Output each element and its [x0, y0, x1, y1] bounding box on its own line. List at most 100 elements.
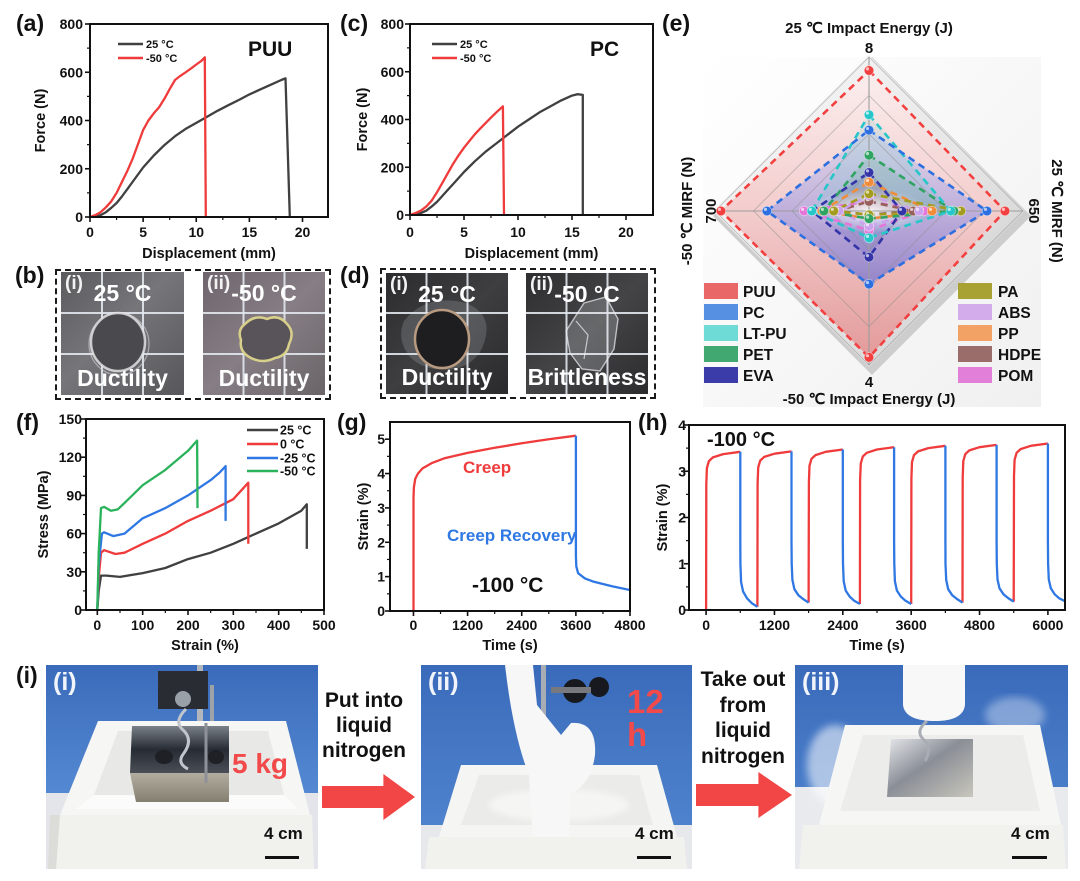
- radar-area-pom: [804, 201, 924, 231]
- y-axis-label: Force (N): [33, 89, 49, 153]
- legend-label-pom: POM: [998, 368, 1033, 385]
- radar-point-pp-left: [816, 205, 828, 217]
- radar-point-highlight: [865, 211, 870, 215]
- clamp-icon: [158, 671, 208, 709]
- radar-area-pc: [766, 130, 987, 285]
- radar-point-pet-right: [948, 205, 960, 217]
- radar-point-abs-top: [863, 190, 875, 201]
- radar-area-pp: [821, 182, 932, 219]
- support-rod: [541, 665, 546, 725]
- radar-point-highlight: [865, 178, 870, 183]
- panel-label-c: (c): [340, 10, 369, 36]
- radar-line-pom: [803, 200, 930, 232]
- photo-temperature: -50 °C: [554, 281, 620, 307]
- x-tick-label: 2400: [827, 617, 858, 633]
- x-tick-label: 10: [510, 224, 526, 240]
- radar-point-pom-left: [798, 205, 810, 217]
- radar-point-puu-top: [863, 65, 875, 76]
- legend-label-hdpe: HDPE: [998, 347, 1041, 364]
- radar-point-highlight: [820, 207, 825, 211]
- x-tick-label: 2400: [506, 617, 537, 633]
- radar-area-puu: [720, 70, 1005, 358]
- step-line: liquid: [336, 714, 392, 737]
- frozen-clamp-column: [903, 665, 965, 721]
- series-line-minus-50-c: [96, 439, 199, 610]
- x-tick-label: 5: [460, 224, 468, 240]
- legend-label-pc: PC: [743, 305, 765, 322]
- panel-d-frame: [380, 268, 656, 399]
- photo-sub-label: (iii): [802, 668, 840, 696]
- chart-f: 0 100 200 300 400 500 0 30 60 90 120 150 Strain (%) S…: [36, 411, 336, 654]
- radar-point-highlight: [865, 215, 870, 219]
- radar-point-puu-bottom: [863, 352, 875, 363]
- radar-point-highlight: [865, 215, 870, 219]
- annotation-minus-100-c: -100 °C: [707, 429, 775, 451]
- puu-25c-hole-illustration: [88, 311, 150, 376]
- y-tick-label: 600: [381, 64, 405, 80]
- radar-point-pc-top: [863, 124, 875, 136]
- pc-25c-hole-illustration: [401, 300, 487, 370]
- legend-label-minus-50-c: -50 °C: [146, 53, 177, 65]
- radar-point-highlight: [865, 67, 870, 71]
- radar-axis-title-right: 25 ℃ MIRF (N): [1048, 159, 1065, 263]
- radar-point-highlight: [865, 227, 870, 231]
- radar-point-hdpe-bottom: [863, 209, 875, 221]
- radar-point-highlight: [834, 207, 838, 211]
- radar-area-hdpe: [837, 201, 914, 215]
- y-tick-label: 400: [60, 113, 84, 129]
- series-line-25-c: [96, 503, 308, 610]
- radar-point-highlight: [830, 207, 834, 211]
- radar-point-highlight: [717, 207, 722, 211]
- panel-label-h: (h): [638, 409, 668, 435]
- series-line-minus-50-c: [90, 56, 207, 217]
- radar-point-pom-top: [863, 196, 875, 207]
- knob-icon: [155, 750, 173, 764]
- y-tick-label: 0: [396, 207, 404, 223]
- photo-sub-label: (i): [390, 274, 408, 295]
- radar-line-puu: [719, 68, 1007, 360]
- photo-caption: Ductility: [401, 364, 493, 390]
- x-tick-label: 0: [406, 224, 414, 240]
- series-line-25-c: [93, 77, 291, 217]
- radar-area-pa: [833, 193, 961, 215]
- radar-point-lt-pu-top: [863, 109, 875, 120]
- x-axis-label: Displacement (mm): [465, 246, 599, 262]
- photo-sub-label: (ii): [207, 273, 231, 294]
- step-line: liquid: [715, 719, 771, 743]
- radar-point-pet-bottom: [863, 213, 875, 224]
- shattered-shard-icon: [565, 296, 619, 372]
- radar-point-hdpe-left: [831, 205, 843, 217]
- chart-h: 0 1200 2400 3600 4800 6000 0 1 2 3 4 Time (s) Strain…: [655, 417, 1066, 654]
- radar-grid-ring: [791, 133, 947, 289]
- hole-rim-icon: [88, 312, 150, 376]
- right-arrow-icon: [322, 774, 415, 820]
- x-axis-label: Displacement (mm): [142, 246, 276, 262]
- y-tick-label: 0: [74, 602, 82, 618]
- photo-sub-label: (i): [65, 273, 83, 294]
- y-tick-label: 30: [66, 564, 82, 580]
- radar-point-pc-right: [981, 205, 993, 217]
- step-put-into-liquid-nitrogen: Put into liquid nitrogen: [318, 688, 410, 763]
- x-tick-label: 0: [410, 617, 418, 633]
- y-axis-label: Strain (%): [356, 482, 372, 550]
- photo-sub-label: (ii): [428, 668, 459, 696]
- x-tick-label: 4800: [614, 617, 645, 633]
- series-line-creep-recovery: [574, 435, 630, 592]
- y-tick-label: 800: [381, 16, 405, 32]
- metal-weight-top: [130, 726, 229, 773]
- radar-line-pc: [764, 128, 990, 286]
- radar-point-lt-pu-bottom: [863, 232, 875, 244]
- foam-box-front: [50, 815, 314, 869]
- radar-point-pom-bottom: [863, 225, 875, 236]
- legend-label-lt-pu: LT-PU: [743, 326, 787, 343]
- duration-label: 12 h: [627, 683, 664, 753]
- radar-point-abs-right: [913, 205, 925, 217]
- radar-point-eva-right: [896, 205, 908, 217]
- radar-frame-shadow: [713, 57, 1031, 375]
- legend-label-25-c: 25 °C: [460, 39, 488, 51]
- x-tick-label: 300: [222, 617, 246, 633]
- radar-grid-ring: [829, 171, 909, 251]
- y-axis-label: Stress (MPa): [36, 470, 52, 558]
- panel-label-d: (d): [340, 262, 370, 288]
